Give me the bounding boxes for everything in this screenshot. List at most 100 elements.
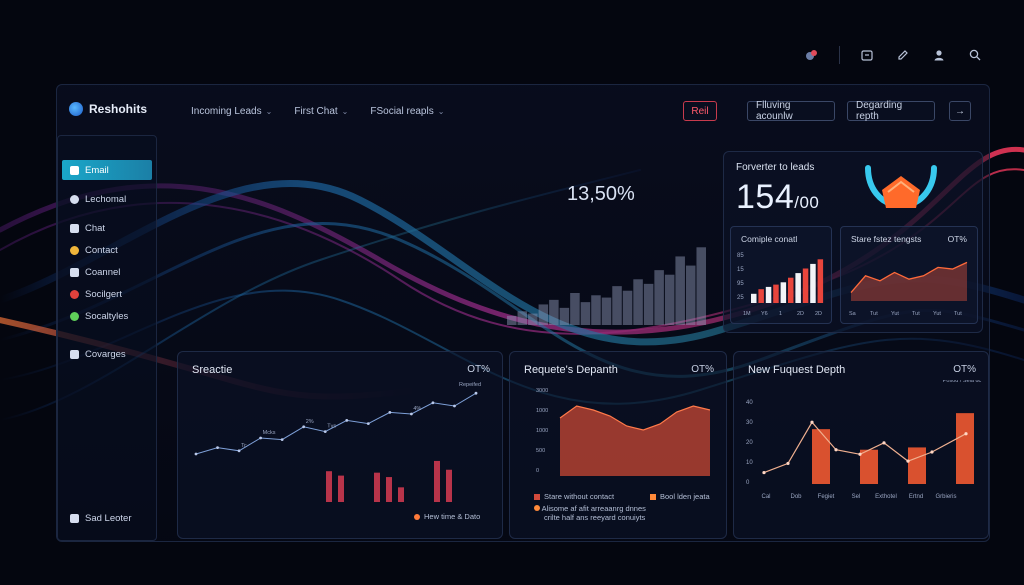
trend-point [345,419,349,422]
social-icon [70,289,79,299]
mini-area [851,262,967,301]
trend-point [431,401,435,405]
panel-tag: Repeifed [459,382,481,388]
legend-item: Bool lden jeata [650,492,710,501]
hero-bar [549,299,559,325]
sidebar-item-socaltyles[interactable]: Socaltyles [62,306,152,326]
user-icon[interactable] [930,46,948,64]
panel-title: New Fuquest Depth [748,364,846,376]
y-tick-label: 10 [746,460,753,466]
annotation-label: Mcks [263,430,276,436]
sidebar-item-coannel[interactable]: Coannel [62,262,152,282]
search-icon [70,349,79,359]
panel-bar [908,447,926,484]
divider [839,46,840,64]
trend-point [280,438,284,441]
sidebar-item-contact[interactable]: Contact [62,240,152,260]
hero-bar [612,286,622,325]
hero-bar [643,283,654,325]
panel-bar [326,471,332,502]
hero-bar [654,270,664,325]
sidebar-footer[interactable]: Sad Leoter [62,508,152,528]
trend-point [453,404,456,408]
channel-icon [70,267,79,277]
x-tick-label: Fegiet [818,494,835,500]
panel-bar [386,477,392,502]
mini-bar [758,289,764,303]
sidebar-item-socilgert[interactable]: Socilgert [62,284,152,304]
user-icon [70,194,79,204]
y-tick-label: 500 [536,448,545,454]
trend-point [930,450,934,454]
x-tick-label: 2D [815,311,822,317]
mini-title: Stare fstez tengsts [851,234,922,244]
x-tick-label: Exthotel [875,494,897,500]
chat-icon [70,223,79,233]
panel-new-request-depth: New Fuquest Depth OT% Posod / Sela dc 40 3… [733,351,989,539]
flowing-account-button[interactable]: Flluving acounlw [747,100,835,122]
trend-point [762,470,766,475]
y-tick-label: 15 [737,267,744,273]
x-tick-label: Sel [852,494,861,500]
hero-bar [507,315,517,325]
trend-point [216,446,219,449]
hero-bar [675,256,685,325]
y-tick-label: 85 [737,253,744,259]
nav-item-social[interactable]: FSocial reapls ⌄ [370,106,445,117]
trend-point [810,420,814,424]
legend-dot [414,513,420,520]
annotation-label: Tvs [327,424,336,430]
annotation-label: Tc [241,443,247,449]
y-tick-label: 0 [746,480,750,486]
kpi-title: Forverter to leads [736,162,815,173]
hero-bar-waveform [507,247,706,325]
x-tick-label: Tut [912,311,920,317]
sidebar-item-label: Lechomal [85,193,127,205]
annotation-label: 2% [306,419,314,425]
styles-icon [70,311,79,321]
brand-name: Reshohits [89,102,148,116]
legend-item: Stare without contact [534,492,614,501]
trend-point [786,461,790,466]
y-tick-label: 3000 [536,388,548,394]
next-arrow-button[interactable]: → [949,101,971,121]
trend-point [302,425,306,429]
hero-bar [633,279,643,325]
trend-point [194,452,198,456]
sidebar-item-lechomal[interactable]: Lechomal [62,189,152,209]
nav-item-incoming-leads[interactable]: Incoming Leads ⌄ [191,106,273,117]
hero-percent: 13,50% [567,183,635,205]
y-tick-label: 95 [737,281,744,287]
sidebar-item-chat[interactable]: Chat [62,218,152,238]
nav-item-first-chat[interactable]: First Chat ⌄ [294,106,349,117]
sidebar-item-covarges[interactable]: Covarges [62,344,152,364]
calendar-icon[interactable] [858,46,876,64]
notification-icon[interactable] [803,46,821,64]
mini-bar [810,263,816,303]
brand[interactable]: Reshohits [69,102,147,116]
requests-area-chart: 3000 1000 1000 500 0 [536,388,711,476]
edit-icon[interactable] [894,46,912,64]
degrading-depth-button[interactable]: Degarding repth [847,100,935,122]
panel-bar [860,449,878,484]
area-fill [560,406,710,476]
mini-bar [802,268,809,303]
mini-chart-complete-contact: Comiple conatl 85 15 95 25 1M Y6 1 2D 2D [730,226,832,324]
x-tick-label: Yut [891,311,899,317]
legend-swatch [650,493,656,500]
header: Reshohits Incoming Leads ⌄ First Chat ⌄ FS… [57,85,989,135]
hero-bar [580,302,591,325]
panel-percent: OT% [953,364,976,375]
sidebar-item-email[interactable]: Email [62,160,152,180]
sreactie-chart: Repeifed Mcks Tvs 4% Tc 2% [194,382,481,502]
panel-bar [956,413,974,484]
panel-bar [338,475,344,502]
hero-bar [685,265,696,325]
reset-button[interactable]: Reil [683,101,717,121]
x-tick-label: Tut [954,311,962,317]
sidebar-item-label: Socilgert [85,288,122,300]
trend-point [834,448,838,452]
mini-bar-chart: 85 15 95 25 1M Y6 1 2D 2D [737,253,824,317]
panel-sreactie: Sreactie OT% Repeifed Mcks Tvs 4% Tc 2% Hew t… [177,351,503,539]
search-icon[interactable] [966,46,984,64]
